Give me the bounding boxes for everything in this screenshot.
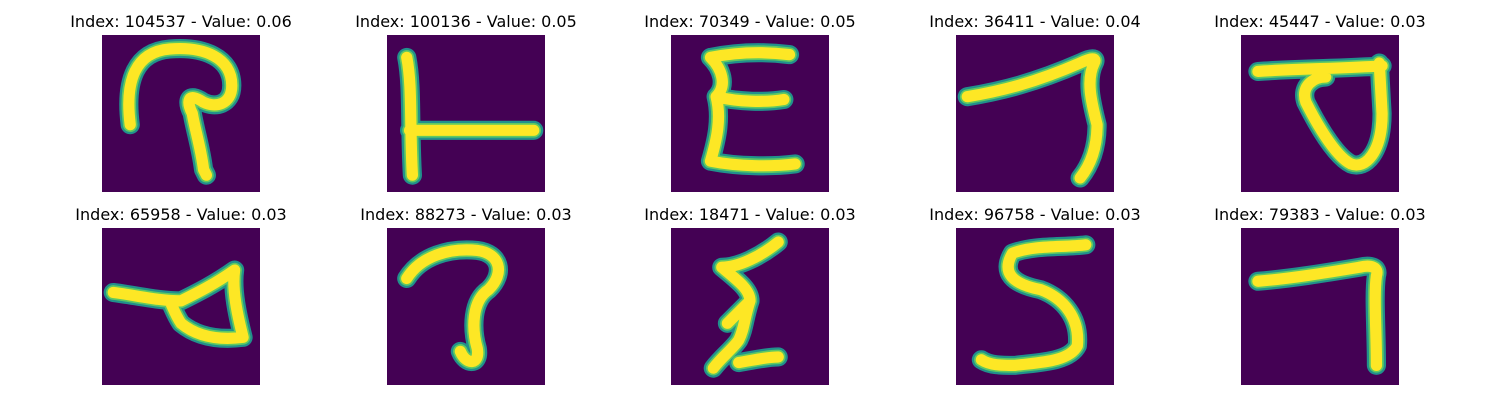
panel-title: Index: 96758 - Value: 0.03 xyxy=(929,205,1141,224)
panel-title: Index: 88273 - Value: 0.03 xyxy=(360,205,572,224)
panel-title: Index: 65958 - Value: 0.03 xyxy=(75,205,287,224)
digit-image xyxy=(956,228,1114,385)
stroke-core xyxy=(1252,57,1388,171)
panel-title: Index: 36411 - Value: 0.04 xyxy=(929,12,1141,31)
panel-title: Index: 79383 - Value: 0.03 xyxy=(1214,205,1426,224)
digit-image xyxy=(956,35,1114,192)
digit-image xyxy=(102,35,260,192)
panel-title: Index: 18471 - Value: 0.03 xyxy=(644,205,856,224)
panel-title: Index: 70349 - Value: 0.05 xyxy=(644,12,856,31)
stroke-core xyxy=(975,239,1092,371)
stroke-core xyxy=(123,42,238,181)
stroke-core xyxy=(707,236,784,374)
digit-image xyxy=(387,35,545,192)
digit-image xyxy=(671,35,829,192)
stroke-core xyxy=(704,47,801,172)
panel-title: Index: 45447 - Value: 0.03 xyxy=(1214,12,1426,31)
stroke-core xyxy=(961,53,1103,184)
panel-title: Index: 104537 - Value: 0.06 xyxy=(70,12,292,31)
stroke-core xyxy=(107,264,249,344)
digit-image xyxy=(1241,228,1399,385)
digit-image xyxy=(102,228,260,385)
stroke-core xyxy=(1252,260,1383,371)
digit-image xyxy=(387,228,545,385)
digit-image xyxy=(671,228,829,385)
panel-title: Index: 100136 - Value: 0.05 xyxy=(355,12,577,31)
digit-image xyxy=(1241,35,1399,192)
stroke-core xyxy=(401,51,540,181)
stroke-core xyxy=(401,244,504,368)
